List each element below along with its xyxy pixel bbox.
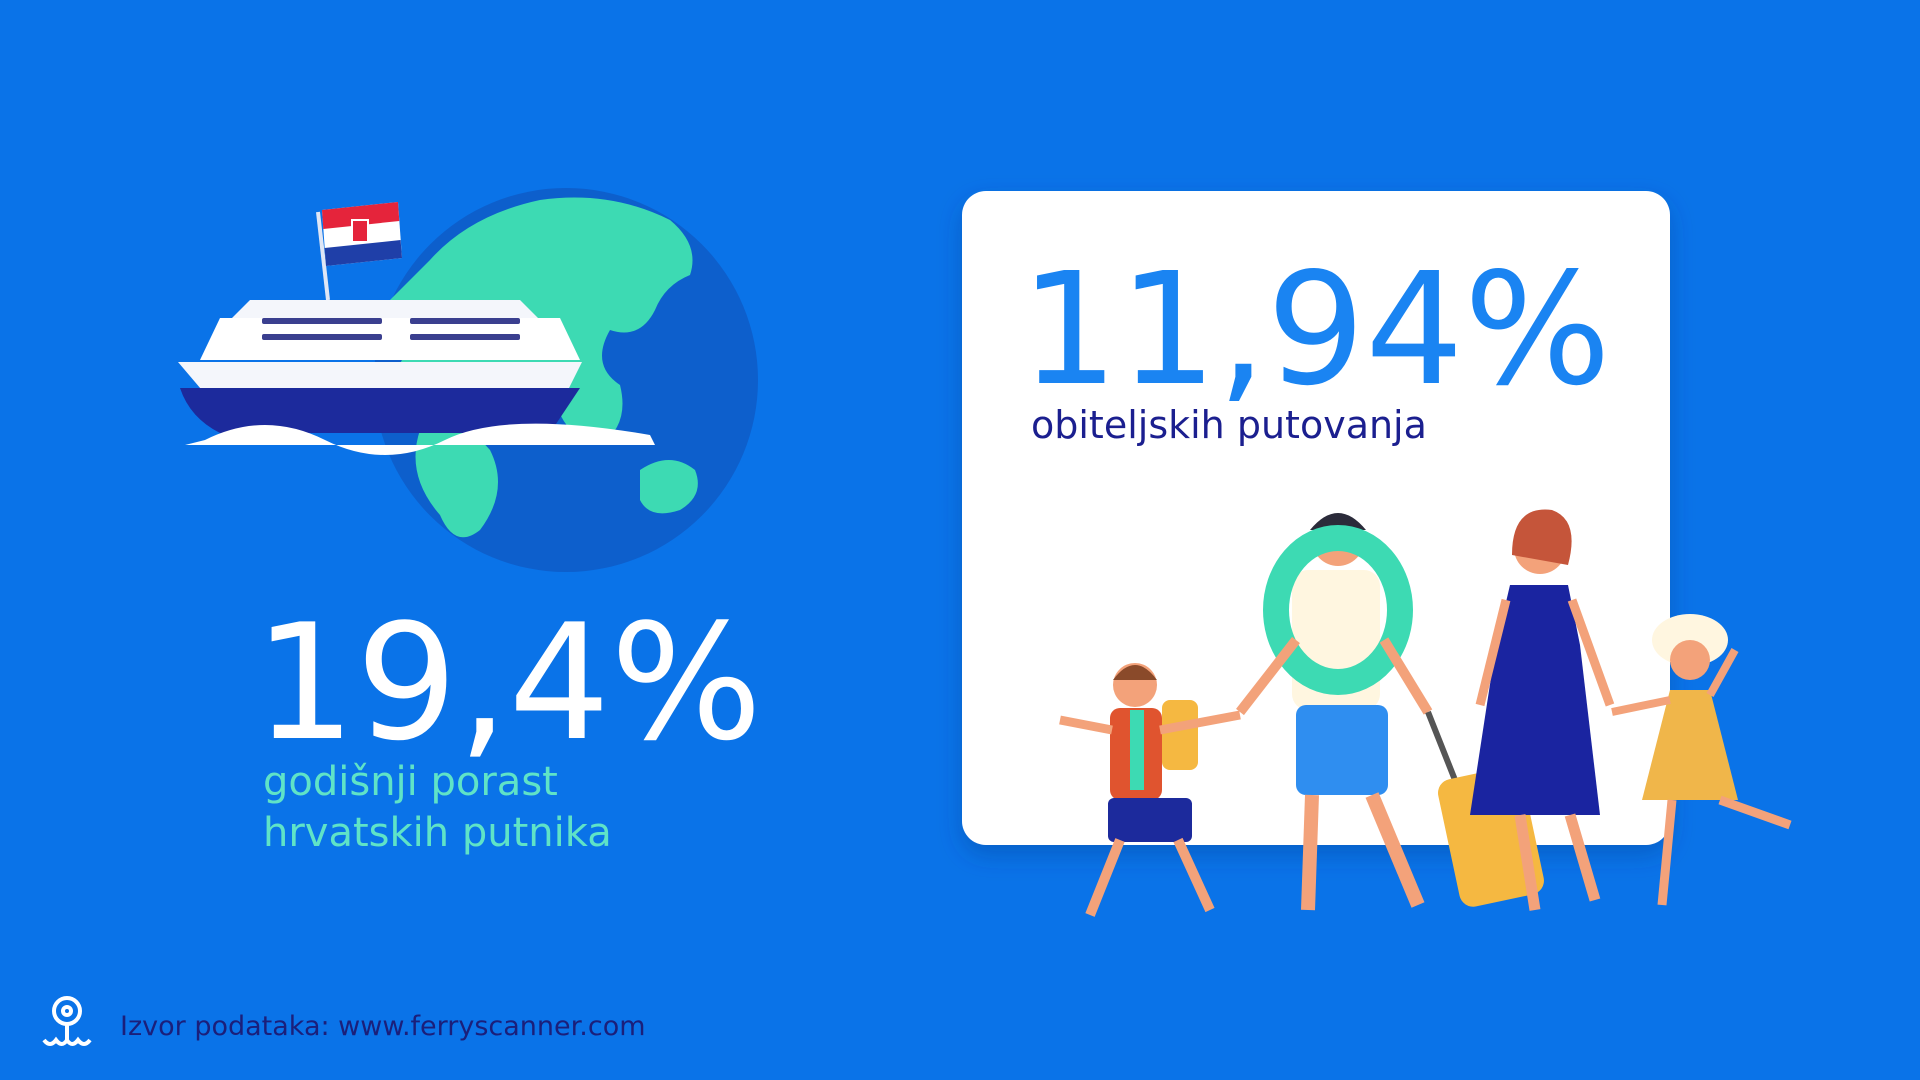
card-value: 11,94% <box>1020 239 1611 420</box>
stat-caption: godišnji porast <box>263 759 558 805</box>
family-illustration <box>1059 509 1792 917</box>
ship <box>178 202 655 455</box>
stat-value: 19,4% <box>254 589 762 776</box>
stat-caption: hrvatskih putnika <box>263 810 612 856</box>
card-caption: obiteljskih putovanja <box>1031 403 1427 447</box>
source: Izvor podataka: www.ferryscanner.com <box>120 1011 646 1042</box>
flag <box>322 202 402 266</box>
logo <box>42 996 92 1046</box>
